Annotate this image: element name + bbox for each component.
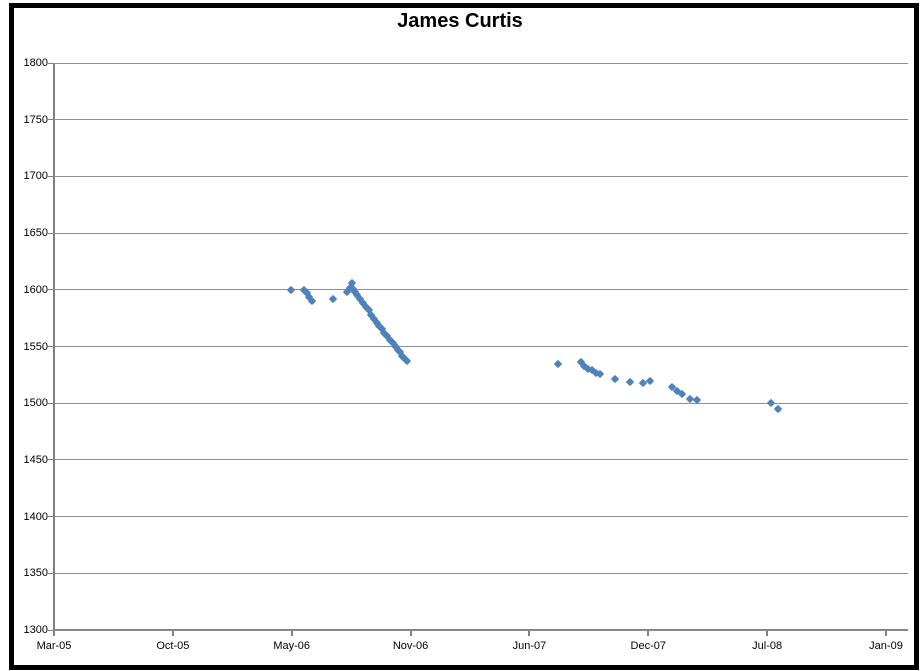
gridline-1400 <box>54 516 908 518</box>
gridline-1500 <box>54 402 908 404</box>
gridline-1600 <box>54 289 908 291</box>
data-point-marker <box>595 369 605 378</box>
data-point-marker <box>766 398 776 408</box>
gridline-1650 <box>54 232 908 234</box>
gridline-1300 <box>54 629 908 631</box>
x-tick-label-Nov-06: Nov-06 <box>392 640 429 652</box>
y-tick-mark <box>48 516 54 518</box>
gridline-1450 <box>54 459 908 461</box>
y-tick-label-1500: 1500 <box>23 397 48 410</box>
x-tick-label-Mar-05: Mar-05 <box>36 640 72 652</box>
y-tick-mark <box>48 629 54 631</box>
x-tick-label-Jan-09: Jan-09 <box>869 640 903 652</box>
data-point-marker <box>402 356 412 366</box>
x-tick-mark <box>647 631 650 636</box>
x-tick-mark <box>528 631 531 636</box>
y-tick-label-1400: 1400 <box>23 510 48 523</box>
y-tick-label-1350: 1350 <box>23 567 48 580</box>
gridline-1800 <box>54 62 908 64</box>
data-point-marker <box>307 296 317 306</box>
x-tick-label-Dec-07: Dec-07 <box>630 640 667 652</box>
y-tick-label-1600: 1600 <box>23 283 48 296</box>
y-tick-label-1700: 1700 <box>23 170 48 183</box>
y-tick-label-1300: 1300 <box>23 624 48 636</box>
chart-outer-border <box>9 3 919 670</box>
x-tick-mark <box>409 631 412 636</box>
data-point-marker <box>625 377 635 386</box>
y-tick-label-1750: 1750 <box>23 113 48 126</box>
y-tick-mark <box>48 346 54 347</box>
data-point-marker <box>677 389 687 399</box>
data-point-marker <box>645 376 655 385</box>
data-point-marker <box>328 294 338 304</box>
data-point-marker <box>773 404 783 414</box>
plot-area: 1800 1750 1700 1650 1600 1550 1500 1450 1400 1350… <box>24 57 908 652</box>
y-tick-mark <box>48 175 54 177</box>
y-tick-label-1550: 1550 <box>23 340 48 353</box>
y-axis-line <box>53 63 55 631</box>
y-tick-label-1800: 1800 <box>23 57 48 69</box>
x-tick-mark <box>171 631 174 636</box>
data-point-marker <box>610 375 620 384</box>
data-point-marker <box>286 285 296 295</box>
y-tick-label-1450: 1450 <box>23 453 48 466</box>
y-tick-mark <box>48 459 54 461</box>
x-tick-label-Oct-05: Oct-05 <box>156 640 190 652</box>
y-tick-label-1650: 1650 <box>23 227 48 240</box>
y-tick-mark <box>48 402 54 404</box>
gridline-1750 <box>54 119 908 121</box>
x-tick-mark <box>53 631 55 636</box>
x-tick-mark <box>766 631 769 636</box>
x-tick-mark <box>290 631 293 636</box>
y-tick-mark <box>48 232 54 234</box>
gridline-1700 <box>54 175 908 177</box>
y-tick-mark <box>48 572 54 574</box>
chart-title: James Curtis <box>397 10 523 32</box>
x-tick-label-Jun-07: Jun-07 <box>512 640 547 652</box>
x-tick-mark <box>885 631 887 636</box>
y-tick-mark <box>48 119 54 121</box>
gridline-1350 <box>54 572 908 574</box>
data-point-marker <box>553 359 563 368</box>
y-tick-mark <box>48 289 54 291</box>
x-tick-label-Jul-08: Jul-08 <box>752 640 783 652</box>
y-tick-mark <box>48 62 54 64</box>
gridline-1550 <box>54 346 908 347</box>
x-tick-label-May-06: May-06 <box>273 640 311 652</box>
